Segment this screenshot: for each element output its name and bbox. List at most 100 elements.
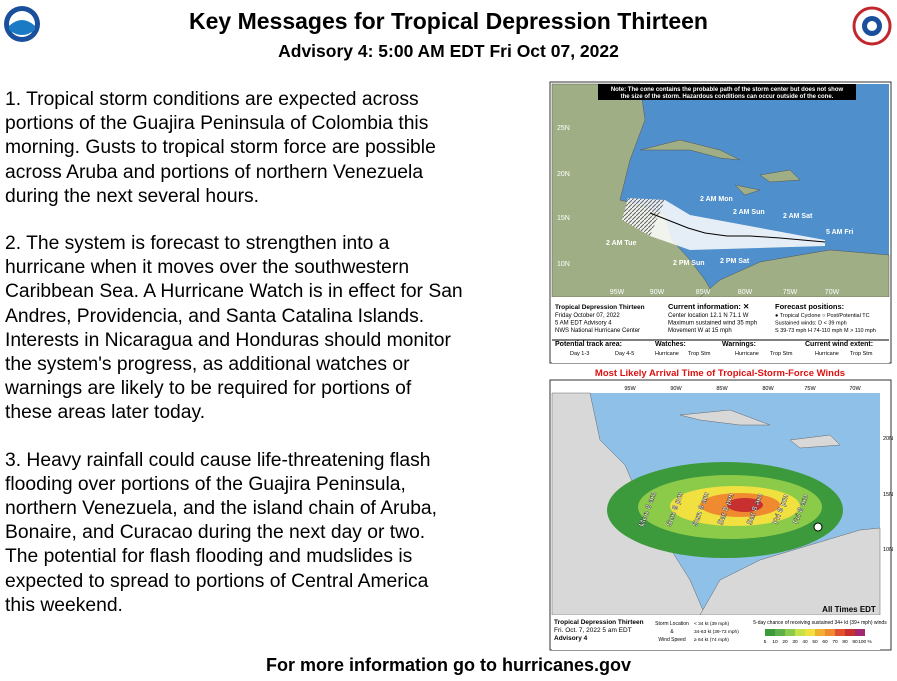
times-note: All Times EDT (822, 605, 876, 614)
scale-swatch (775, 629, 785, 636)
scale-swatch (815, 629, 825, 636)
key-label: & (670, 629, 674, 635)
scale-title: 5-day chance of receiving sustained 34+ … (753, 620, 887, 626)
map-label: Forecast positions: (775, 302, 844, 311)
legend-title: Potential track area: (555, 341, 622, 348)
lat-label: 15N (557, 215, 570, 222)
time-label: 2 PM Sat (720, 258, 750, 265)
key-messages: 1. Tropical storm conditions are expecte… (5, 88, 463, 641)
legend-item: Hurricane (655, 351, 679, 357)
map-label: Maximum sustained wind 35 mph (668, 321, 757, 327)
arrival-info: Advisory 4 (554, 635, 588, 642)
map-label: Center location 12.1 N 71.1 W (668, 313, 749, 319)
speed-label: 34-63 kt (39-73 mph) (694, 629, 739, 635)
legend-item: Day 1-3 (570, 351, 589, 357)
footer: For more information go to hurricanes.go… (265, 655, 632, 675)
lon-label: 75W (783, 289, 798, 296)
storm-location (813, 522, 823, 532)
cone-note: Note: The cone contains the probable pat… (611, 87, 844, 93)
lon-label: 85W (716, 386, 728, 392)
storm-name: Tropical Depression Thirteen (555, 304, 645, 311)
scale-swatch (835, 629, 845, 636)
map-label: S 39-73 mph H 74-110 mph M > 110 mph (775, 328, 876, 334)
arrival-info: Tropical Depression Thirteen (554, 619, 644, 626)
time-label: 2 PM Sun (673, 260, 705, 267)
scale-swatch (825, 629, 835, 636)
lon-label: 70W (849, 386, 861, 392)
scale-swatch (785, 629, 795, 636)
message: 1. Tropical storm conditions are expecte… (5, 89, 436, 207)
lat-label: 25N (557, 125, 570, 132)
title: Key Messages for Tropical Depression Thi… (189, 8, 708, 34)
map-label: 5 AM EDT Advisory 4 (555, 321, 612, 327)
map-label: NWS National Hurricane Center (555, 328, 640, 334)
lon-label: 75W (804, 386, 816, 392)
lat-label: 10N (557, 261, 570, 268)
speed-label: < 34 kt (39 mph) (694, 621, 729, 627)
lon-label: 70W (825, 289, 840, 296)
message: 2. The system is forecast to strengthen … (5, 233, 463, 424)
lat-label: 20N (557, 171, 570, 178)
nws-logo (852, 6, 892, 46)
lon-label: 90W (650, 289, 665, 296)
legend-item: Trop Stm (850, 351, 873, 357)
legend-title: Current wind extent: (805, 341, 873, 348)
scale-label: 30 (792, 639, 798, 645)
probability-swath (607, 462, 843, 558)
scale-label: 60 (822, 639, 828, 645)
subtitle: Advisory 4: 5:00 AM EDT Fri Oct 07, 2022 (278, 41, 619, 61)
time-label: 2 AM Sat (783, 213, 813, 220)
message: 3. Heavy rainfall could cause life-threa… (5, 449, 438, 616)
info-box (552, 297, 889, 363)
legend-title: Warnings: (722, 341, 756, 348)
legend-item: Trop Stm (688, 351, 711, 357)
legend-item: Trop Stm (770, 351, 793, 357)
map-label: Sustained winds: D < 39 mph (775, 321, 847, 327)
lon-label: 95W (624, 386, 636, 392)
map-label: Friday October 07, 2022 (555, 313, 620, 319)
scale-label: 20 (782, 639, 788, 645)
legend-title: Watches: (655, 341, 686, 348)
legend-item: Hurricane (815, 351, 839, 357)
cone (622, 198, 825, 250)
lon-label: 80W (738, 289, 753, 296)
lon-label: 95W (610, 289, 625, 296)
lon-label: 90W (670, 386, 682, 392)
map-label: Current information: ✕ (668, 302, 749, 311)
time-label: 5 AM Fri (826, 229, 853, 236)
probability-scale (765, 629, 865, 636)
scale-swatch (855, 629, 865, 636)
cone-note: the size of the storm. Hazardous conditi… (621, 94, 834, 100)
time-label: 2 AM Mon (700, 196, 733, 203)
noaa-logo (4, 6, 40, 42)
legend-item: Hurricane (735, 351, 759, 357)
scale-label: 5 (764, 639, 767, 645)
lat-label: 15N (883, 492, 893, 498)
scale-swatch (795, 629, 805, 636)
scale-label: 70 (832, 639, 838, 645)
map-label: Movement W at 15 mph (668, 328, 732, 334)
cone-day4-5 (622, 198, 665, 236)
scale-label: 80 (842, 639, 848, 645)
legend-item: Day 4-5 (615, 351, 634, 357)
time-label: 2 AM Sun (733, 209, 765, 216)
speed-label: ≥ 64 kt (74 mph) (694, 637, 729, 643)
arrival-info: Fri. Oct. 7, 2022 5 am EDT (554, 627, 632, 634)
scale-label: 50 (812, 639, 818, 645)
lat-label: 20N (883, 436, 893, 442)
scale-swatch (845, 629, 855, 636)
track (649, 212, 826, 243)
lon-label: 80W (762, 386, 774, 392)
note-bg (598, 84, 856, 100)
scale-label: 40 (802, 639, 808, 645)
scale-swatch (805, 629, 815, 636)
map-label: ● Tropical Cyclone ○ Post/Potential TC (775, 313, 870, 319)
key-label: Wind Speed (658, 637, 685, 643)
lat-label: 10N (883, 547, 893, 553)
key-label: Storm Location (655, 621, 689, 627)
arrival-title: Most Likely Arrival Time of Tropical-Sto… (595, 368, 845, 379)
time-label: 2 AM Tue (606, 240, 636, 247)
lon-label: 85W (696, 289, 711, 296)
